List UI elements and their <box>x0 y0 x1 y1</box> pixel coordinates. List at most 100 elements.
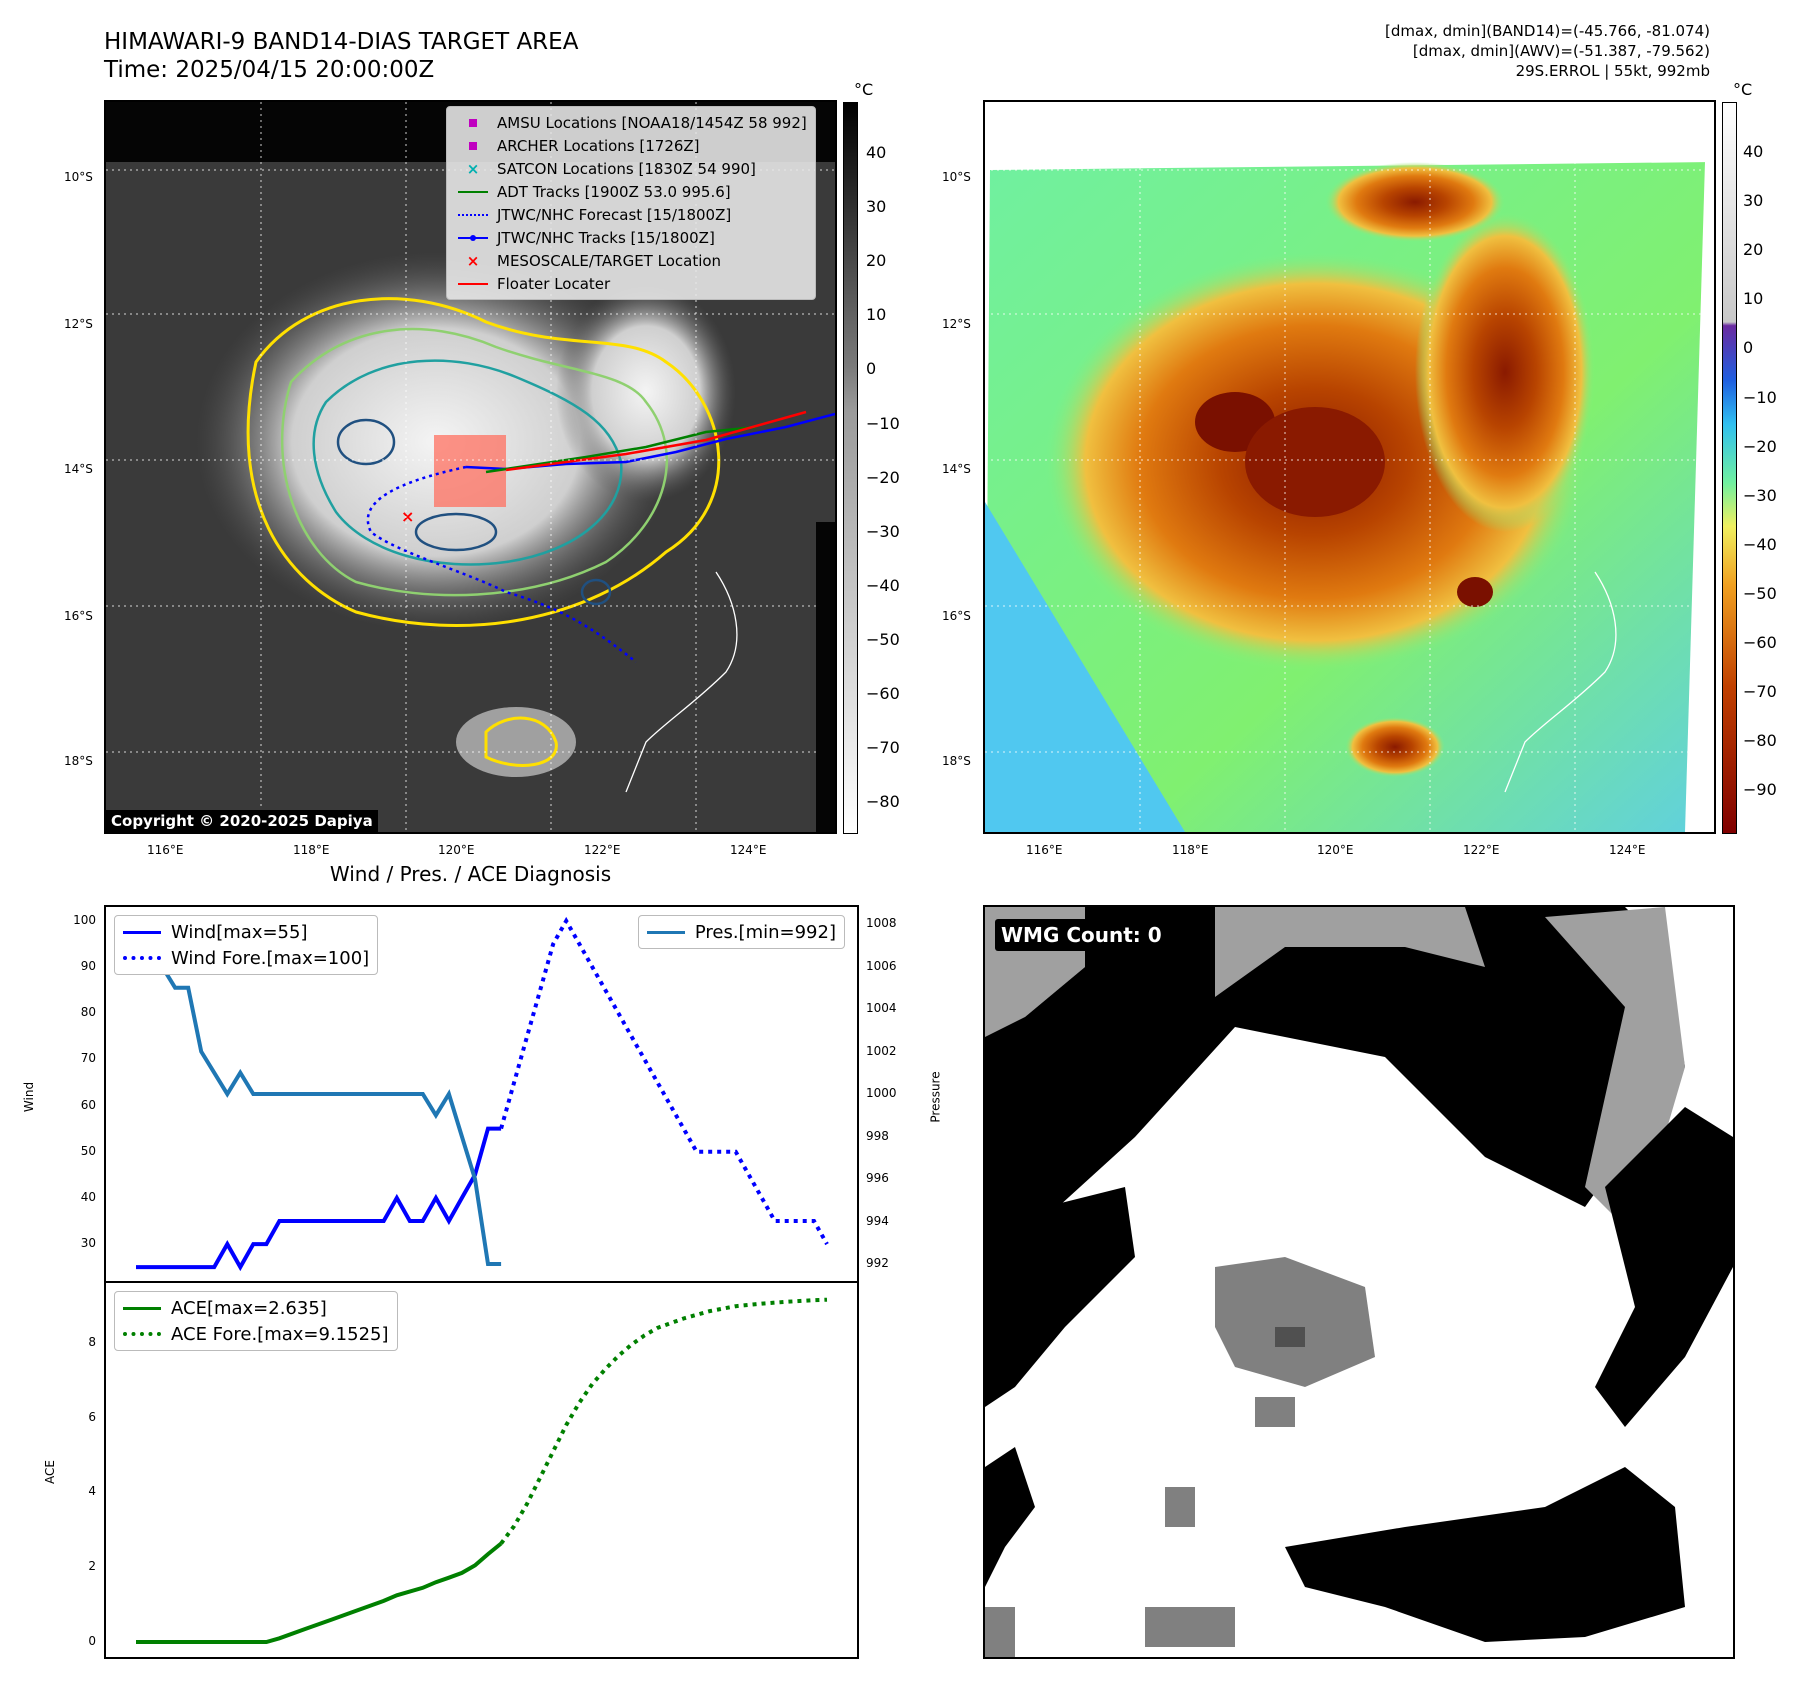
lon-tick-116e: 116°E <box>147 843 184 857</box>
header-storm-info: 29S.ERROL | 55kt, 992mb <box>1515 62 1710 80</box>
color-colorbar-tick: −80 <box>1743 731 1777 751</box>
lat-tick-18s-right: 18°S <box>942 754 971 768</box>
pressure-axis-label: Pressure <box>928 1071 943 1123</box>
legend-wind: Wind[max=55] <box>123 919 369 945</box>
pressure-y-tick: 1004 <box>866 1001 897 1015</box>
lat-tick-16s: 16°S <box>64 609 93 623</box>
color-colorbar-tick: −10 <box>1743 387 1777 407</box>
legend-amsu: AMSU Locations [NOAA18/1454Z 58 992] <box>455 111 807 134</box>
lat-tick-14s-right: 14°S <box>942 462 971 476</box>
ace-legend: ACE[max=2.635] ACE Fore.[max=9.1525] <box>114 1291 398 1351</box>
wmg-count-label: WMG Count: 0 <box>995 919 1168 951</box>
lon-tick-120e: 120°E <box>438 843 475 857</box>
series-line-wind <box>136 1126 502 1272</box>
gray-colorbar-tick: 40 <box>866 143 887 162</box>
diagnosis-title: Wind / Pres. / ACE Diagnosis <box>329 862 612 886</box>
color-colorbar-tick: −70 <box>1743 682 1777 702</box>
wind-y-tick: 60 <box>80 1097 96 1112</box>
ace-y-tick: 4 <box>88 1484 96 1499</box>
lon-tick-116e-right: 116°E <box>1026 843 1063 857</box>
target-location-marker: × <box>401 507 414 526</box>
wind-y-tick: 100 <box>73 912 96 927</box>
header-dmax-band14: [dmax, dmin](BAND14)=(-45.766, -81.074) <box>1385 22 1710 40</box>
legend-archer: ARCHER Locations [1726Z] <box>455 134 807 157</box>
pressure-y-tick: 1006 <box>866 958 897 973</box>
gray-colorbar-tick: −60 <box>866 684 900 703</box>
map-legend: AMSU Locations [NOAA18/1454Z 58 992] ARC… <box>446 106 816 300</box>
ace-plot <box>136 1297 828 1644</box>
pressure-y-tick: 1008 <box>866 916 897 930</box>
lon-tick-124e: 124°E <box>730 843 767 857</box>
color-colorbar-tick: −90 <box>1743 780 1777 800</box>
legend-adt: ADT Tracks [1900Z 53.0 995.6] <box>455 180 807 203</box>
color-colorbar-tick: −40 <box>1743 534 1777 554</box>
color-colorbar-tick: 0 <box>1743 338 1754 358</box>
ace-y-tick: 6 <box>88 1409 96 1424</box>
legend-ace: ACE[max=2.635] <box>123 1295 389 1321</box>
gray-colorbar-tick: −20 <box>866 467 900 487</box>
lat-tick-18s: 18°S <box>64 754 93 768</box>
pressure-y-tick: 998 <box>866 1128 889 1143</box>
lat-tick-14s: 14°S <box>64 462 93 476</box>
series-line-ace <box>136 1541 503 1644</box>
series-line-pressure <box>134 923 502 1266</box>
color-colorbar-tick: 10 <box>1743 289 1764 309</box>
legend-jtwc-forecast: JTWC/NHC Forecast [15/1800Z] <box>455 203 807 226</box>
gray-colorbar-tick: −70 <box>866 738 900 758</box>
gray-colorbar-tick: 0 <box>866 359 877 379</box>
wmg-panel: WMG Count: 0 <box>983 905 1735 1659</box>
ace-axis-label: ACE <box>42 1460 57 1484</box>
color-colorbar-tick: 20 <box>1743 240 1764 260</box>
series-line-wind-forecast <box>499 916 829 1246</box>
lon-tick-122e-right: 122°E <box>1463 843 1500 857</box>
wind-y-tick: 90 <box>80 959 96 974</box>
pressure-y-tick: 996 <box>866 1171 889 1185</box>
gray-colorbar-tick: −80 <box>866 792 900 812</box>
lon-tick-118e-right: 118°E <box>1172 843 1209 857</box>
series-line-ace-forecast <box>499 1297 828 1545</box>
color-colorbar-tick: −50 <box>1743 583 1777 603</box>
chart-title: HIMAWARI-9 BAND14-DIAS TARGET AREA <box>104 29 579 55</box>
gray-colorbar-tick: −10 <box>866 413 900 433</box>
color-colorbar-tick: −20 <box>1743 436 1777 456</box>
legend-pressure: Pres.[min=992] <box>646 919 836 945</box>
pressure-legend: Pres.[min=992] <box>637 915 845 949</box>
color-colorbar-tick: 40 <box>1743 142 1764 161</box>
ace-y-tick: 0 <box>88 1634 96 1649</box>
ir-color-imagery <box>985 102 1714 832</box>
gray-colorbar-unit: °C <box>854 80 874 99</box>
lat-tick-12s-right: 12°S <box>942 317 971 331</box>
lon-tick-122e: 122°E <box>584 843 621 857</box>
lon-tick-120e-right: 120°E <box>1317 843 1354 857</box>
color-colorbar-tick: −60 <box>1743 633 1777 652</box>
pressure-y-tick: 1000 <box>866 1086 897 1100</box>
legend-ace-forecast: ACE Fore.[max=9.1525] <box>123 1321 389 1347</box>
wind-y-tick: 70 <box>80 1051 96 1066</box>
gray-colorbar-tick: −40 <box>866 575 900 595</box>
wmg-grid <box>985 907 1733 1657</box>
color-colorbar <box>1722 102 1737 834</box>
lon-tick-118e: 118°E <box>293 843 330 857</box>
wind-y-tick: 50 <box>80 1143 96 1158</box>
pressure-y-tick: 994 <box>866 1213 889 1228</box>
color-colorbar-unit: °C <box>1733 80 1753 99</box>
wind-pressure-plot <box>134 916 829 1272</box>
wind-y-tick: 30 <box>80 1236 96 1251</box>
lat-tick-10s-right: 10°S <box>942 170 971 184</box>
copyright-label: Copyright © 2020-2025 Dapiya <box>106 810 378 832</box>
ir-color-map <box>983 100 1716 834</box>
pressure-y-tick: 1002 <box>866 1043 897 1058</box>
gray-colorbar-tick: −50 <box>866 629 900 649</box>
gray-colorbar-tick: −30 <box>866 521 900 541</box>
legend-target-location: × MESOSCALE/TARGET Location <box>466 251 722 270</box>
wind-y-tick: 40 <box>80 1189 96 1204</box>
ace-chart: ACE[max=2.635] ACE Fore.[max=9.1525] <box>104 1281 859 1659</box>
wind-y-tick: 80 <box>80 1005 96 1020</box>
gray-colorbar-tick: 20 <box>866 251 887 271</box>
legend-wind-forecast: Wind Fore.[max=100] <box>123 945 369 971</box>
lat-tick-12s: 12°S <box>64 317 93 331</box>
wind-legend: Wind[max=55] Wind Fore.[max=100] <box>114 915 379 975</box>
legend-satcon: × SATCON Locations [1830Z 54 990] <box>466 159 756 178</box>
lat-tick-10s: 10°S <box>64 170 93 184</box>
legend-floater: Floater Locater <box>455 272 807 295</box>
